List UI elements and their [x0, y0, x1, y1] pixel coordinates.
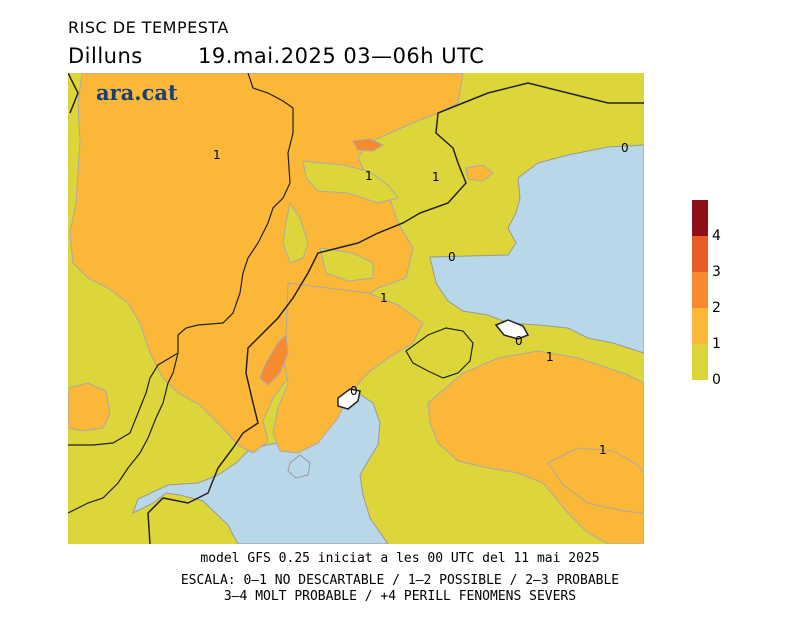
scale-description-line2: 3—4 MOLT PROBABLE / +4 PERILL FENOMENS S… [223, 589, 577, 604]
sea-area-east [429, 144, 644, 354]
risk-area-low-inner-1 [302, 160, 399, 204]
contour-label: 1 [546, 350, 554, 364]
legend-swatch-4plus [692, 200, 708, 236]
island-menorca [494, 319, 530, 340]
risk-area-moderate-southeast-2 [547, 447, 644, 514]
risk-area-probable-north [352, 138, 385, 152]
scale-description-line1: ESCALA: 0—1 NO DESCARTABLE / 1—2 POSSIBL… [180, 573, 620, 588]
model-info: model GFS 0.25 iniciat a les 00 UTC del … [200, 551, 600, 566]
map-subtitle: Dilluns 19.mai.2025 03—06h UTC [68, 44, 484, 68]
risk-area-moderate-islet [465, 164, 494, 182]
risk-area-moderate-central [272, 282, 424, 454]
legend-swatch-0-1 [692, 344, 708, 380]
contour-label: 1 [365, 169, 373, 183]
island-ibiza [337, 388, 361, 410]
legend-swatch-1-2 [692, 308, 708, 344]
color-legend [692, 200, 708, 380]
day-label: Dilluns [68, 44, 143, 68]
legend-tick: 0 [712, 372, 721, 388]
contour-label: 1 [432, 170, 440, 184]
legend-tick: 3 [712, 264, 721, 280]
brand-logo: ara.cat [96, 80, 178, 105]
contour-label: 0 [621, 141, 629, 155]
contour-label: 0 [448, 250, 456, 264]
legend-tick: 1 [712, 336, 721, 352]
legend-tick: 4 [712, 228, 721, 244]
legend-swatch-3-4 [692, 236, 708, 272]
contour-label: 1 [213, 148, 221, 162]
contour-label: 1 [380, 291, 388, 305]
risk-area-low-inner-3 [319, 247, 374, 282]
coastline [68, 73, 644, 544]
legend-tick: 2 [712, 300, 721, 316]
border-line [68, 73, 294, 514]
contour-label: 0 [515, 334, 523, 348]
map-title: RISC DE TEMPESTA [68, 18, 229, 37]
legend-swatch-2-3 [692, 272, 708, 308]
contour-label: 0 [350, 384, 358, 398]
island-mallorca [405, 327, 474, 379]
risk-area-low-inner-2 [282, 201, 309, 264]
risk-area-probable [259, 333, 289, 386]
contour-label: 1 [599, 443, 607, 457]
risk-map: 1 1 1 0 0 1 0 0 1 1 [68, 73, 644, 544]
map-canvas: 1 1 1 0 0 1 0 0 1 1 [68, 73, 644, 544]
sea-area-small [287, 454, 311, 479]
risk-area-moderate-west [68, 382, 111, 432]
datetime-label: 19.mai.2025 03—06h UTC [198, 44, 485, 68]
